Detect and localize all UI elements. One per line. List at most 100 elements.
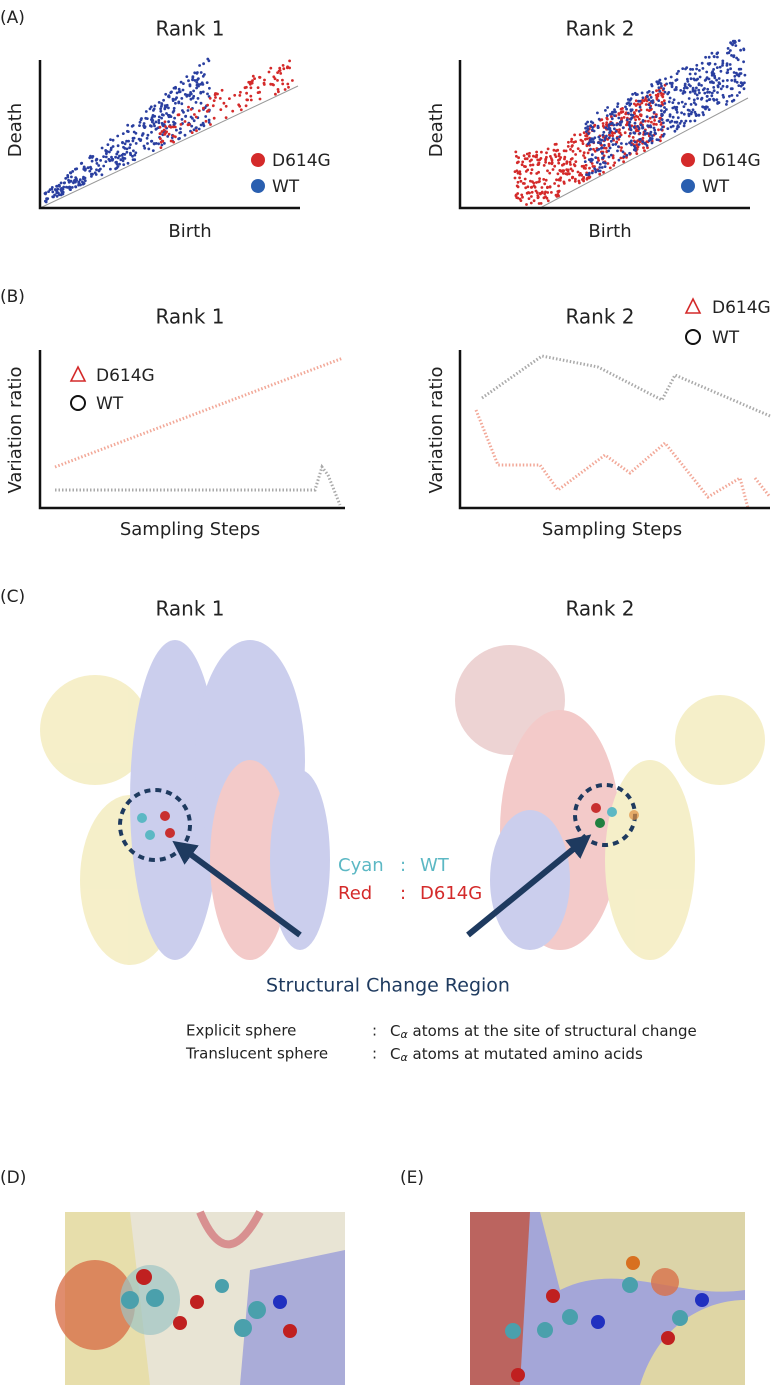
scatter-dot (537, 180, 540, 184)
scatter-dot (603, 165, 607, 169)
scatter-dot (678, 122, 682, 125)
scatter-dot (735, 94, 739, 97)
d614g-trace (474, 409, 750, 509)
scatter-dot (546, 199, 550, 203)
scatter-dot (613, 114, 616, 117)
scatter-dot (522, 154, 526, 158)
scatter-dot (213, 93, 217, 97)
scatter-dot (673, 129, 677, 133)
y-axis-label: Variation ratio (5, 366, 26, 493)
scatter-dot (657, 120, 661, 123)
scatter-dot (628, 141, 632, 145)
scatter-dot (637, 127, 641, 131)
scatter-dot (712, 55, 716, 58)
scatter-dot (651, 115, 655, 119)
scatter-dot (659, 128, 663, 131)
scatter-dot (691, 108, 695, 112)
scatter-dot (256, 86, 260, 89)
scatter-dot (616, 102, 620, 106)
scatter-dot (149, 124, 152, 128)
scatter-dot (721, 84, 725, 88)
scatter-dot (190, 131, 194, 135)
scatter-dot (660, 118, 664, 121)
scatter-dot (658, 90, 662, 93)
scatter-dot (725, 64, 729, 67)
scatter-dot (129, 151, 132, 155)
scatter-dot (140, 134, 144, 137)
scatter-dot (662, 99, 666, 103)
scatter-dot (628, 103, 632, 107)
scatter-dot (603, 138, 607, 142)
scatter-dot (523, 177, 527, 181)
scatter-dot (635, 143, 638, 147)
scatter-dot (149, 105, 153, 109)
scatter-cloud (43, 57, 294, 204)
scatter-dot (44, 192, 47, 196)
scatter-dot (526, 168, 530, 172)
scatter-dot (535, 150, 538, 154)
scatter-dot (67, 178, 70, 182)
scatter-dot (669, 75, 673, 79)
scatter-dot (642, 99, 646, 103)
scatter-dot (177, 87, 181, 91)
scatter-dot (629, 109, 633, 113)
scatter-dot (694, 103, 698, 106)
scatter-dot (146, 142, 149, 145)
scatter-dot (695, 63, 699, 67)
scatter-dot (596, 156, 600, 160)
scatter-dot (712, 98, 716, 102)
scatter-dot (177, 137, 181, 141)
scatter-dot (525, 203, 528, 206)
scatter-dot (679, 89, 683, 92)
scatter-dot (568, 160, 572, 164)
protein-structure (40, 640, 330, 965)
scatter-dot (104, 160, 108, 164)
scatter-dot (195, 81, 199, 84)
scatter-dot (628, 120, 632, 124)
scatter-dot (557, 161, 561, 165)
scatter-dot (521, 195, 524, 199)
scatter-dot (710, 94, 714, 98)
scatter-dot (721, 61, 725, 65)
scatter-dot (661, 95, 665, 99)
legend-label: WT (272, 177, 300, 197)
scatter-dot (592, 147, 595, 151)
scatter-dot (167, 120, 171, 124)
scatter-dot (243, 86, 247, 90)
scatter-dot (162, 98, 166, 102)
scatter-dot (615, 123, 619, 127)
scatter-dot (286, 82, 290, 86)
scatter-dot (672, 98, 676, 102)
scatter-dot (571, 149, 575, 153)
key-color: Red (338, 883, 372, 904)
scatter-dot (663, 90, 667, 94)
scatter-dot (212, 99, 216, 102)
scatter-dot (267, 70, 271, 74)
scatter-dot (646, 146, 649, 150)
scatter-dot (625, 142, 628, 146)
y-axis-label: Variation ratio (426, 366, 447, 493)
scatter-dot (578, 149, 582, 153)
scatter-dot (650, 141, 654, 145)
scatter-dot (705, 99, 709, 103)
scatter-dot (82, 177, 85, 181)
scatter-dot (172, 106, 176, 110)
scatter-dot (588, 166, 591, 170)
scatter-dot (532, 154, 535, 158)
scatter-dot (585, 134, 589, 138)
scatter-dot (157, 121, 161, 125)
axes (38, 60, 300, 210)
scatter-dot (82, 182, 86, 185)
scatter-dot (88, 169, 92, 173)
scatter-dot (644, 103, 648, 106)
scatter-dot (612, 123, 616, 127)
scatter-dot (175, 128, 178, 132)
scatter-dot (143, 125, 147, 129)
scatter-dot (707, 98, 711, 101)
scatter-dot (553, 143, 557, 146)
scatter-dot (150, 139, 154, 143)
scatter-dot (115, 152, 119, 156)
scatter-dot (733, 39, 737, 43)
scatter-dot (556, 148, 560, 152)
scatter-dot (716, 85, 720, 89)
